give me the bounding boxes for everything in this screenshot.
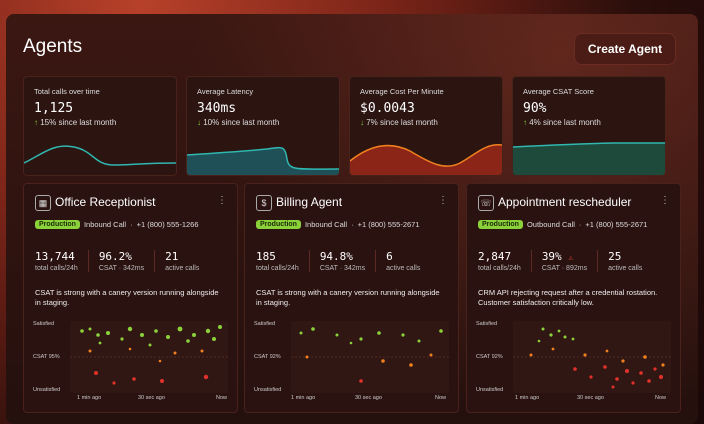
call-type: Inbound Call: [83, 220, 127, 229]
agent-meta: Production Outbound Call · +1 (800) 555-…: [478, 220, 647, 229]
agents-panel: Agents Create Agent Total calls over tim…: [6, 14, 698, 424]
y-label-top: Satisfied: [254, 321, 276, 327]
stat-label: Average Latency: [197, 87, 254, 96]
agent-name: Billing Agent: [276, 195, 343, 209]
create-agent-button[interactable]: Create Agent: [574, 33, 676, 65]
y-label-mid: CSAT 92%: [476, 354, 503, 360]
x-label-end: Now: [216, 395, 228, 401]
stat-label: Average Cost Per Minute: [360, 87, 444, 96]
stat-delta: ↓ 7% since last month: [360, 118, 438, 127]
y-label-top: Satisfied: [476, 321, 498, 327]
agent-meta: Production Inbound Call · +1 (800) 555-1…: [35, 220, 199, 229]
stat-label: Average CSAT Score: [523, 87, 594, 96]
call-type: Outbound Call: [526, 220, 575, 229]
csat-metric: 39% ⚠ CSAT · 892ms: [542, 250, 599, 272]
csat-scatter-plot: [291, 321, 449, 393]
stat-card-total-calls[interactable]: Total calls over time 1,125 ↑ 15% since …: [23, 76, 177, 176]
stat-label: Total calls over time: [34, 87, 100, 96]
agent-name: Office Receptionist: [55, 195, 156, 209]
stat-value: $0.0043: [360, 101, 415, 116]
arrow-up-icon: ↑: [34, 118, 38, 127]
y-label-bottom: Unsatisfied: [254, 387, 282, 393]
stat-delta: ↓ 10% since last month: [197, 118, 280, 127]
active-calls-metric: 25 active calls: [608, 250, 643, 272]
dollar-icon: $: [256, 195, 272, 211]
agent-metrics: 13,744 total calls/24h 96.2% CSAT · 342ms …: [35, 250, 219, 272]
phone-number: +1 (800) 555-1266: [136, 220, 199, 229]
more-options-icon[interactable]: ⋮: [660, 195, 670, 206]
warning-icon: ⚠: [568, 253, 574, 262]
agent-metrics: 2,847 total calls/24h 39% ⚠ CSAT · 892ms 2…: [478, 250, 662, 272]
stat-value: 90%: [523, 101, 547, 116]
x-label-start: 1 min ago: [77, 395, 102, 401]
agent-description: CSAT is strong with a canery version run…: [256, 288, 440, 307]
agent-meta: Production Inbound Call · +1 (800) 555-2…: [256, 220, 420, 229]
agent-description: CSAT is strong with a canery version run…: [35, 288, 219, 307]
agent-metrics: 185 total calls/24h 94.8% CSAT · 342ms 6 ac…: [256, 250, 440, 272]
total-calls-metric: 13,744 total calls/24h: [35, 250, 89, 272]
sparkline-chart: [187, 146, 339, 175]
y-label-mid: CSAT 92%: [254, 354, 281, 360]
phone-number: +1 (800) 555-2671: [585, 220, 648, 229]
stat-card-csat[interactable]: Average CSAT Score 90% ↑ 4% since last m…: [512, 76, 666, 176]
y-label-mid: CSAT 95%: [33, 354, 60, 360]
stat-value: 1,125: [34, 101, 74, 116]
stat-delta: ↑ 4% since last month: [523, 118, 601, 127]
building-icon: ▦: [35, 195, 51, 211]
total-calls-metric: 185 total calls/24h: [256, 250, 310, 272]
y-label-bottom: Unsatisfied: [476, 387, 504, 393]
active-calls-metric: 6 active calls: [386, 250, 421, 272]
csat-metric: 94.8% CSAT · 342ms: [320, 250, 377, 272]
x-label-mid: 30 sec ago: [355, 395, 382, 401]
agent-card-billing-agent[interactable]: $ Billing Agent ⋮ Production Inbound Cal…: [244, 183, 459, 413]
active-calls-metric: 21 active calls: [165, 250, 200, 272]
csat-scatter-plot: [513, 321, 671, 393]
phone-icon: ☏: [478, 195, 494, 211]
status-badge: Production: [256, 220, 301, 229]
phone-number: +1 (800) 555-2671: [357, 220, 420, 229]
csat-scatter-plot: [70, 321, 228, 393]
agent-card-office-receptionist[interactable]: ▦ Office Receptionist ⋮ Production Inbou…: [23, 183, 238, 413]
arrow-down-icon: ↓: [197, 118, 201, 127]
sparkline-chart: [24, 145, 176, 166]
status-badge: Production: [478, 220, 523, 229]
x-label-start: 1 min ago: [291, 395, 316, 401]
x-label-end: Now: [655, 395, 667, 401]
y-label-bottom: Unsatisfied: [33, 387, 61, 393]
arrow-up-icon: ↑: [523, 118, 527, 127]
arrow-down-icon: ↓: [360, 118, 364, 127]
agent-name: Appointment rescheduler: [498, 195, 632, 209]
sparkline-chart: [350, 144, 502, 175]
more-options-icon[interactable]: ⋮: [438, 195, 448, 206]
agent-card-appointment-rescheduler[interactable]: ☏ Appointment rescheduler ⋮ Production O…: [466, 183, 681, 413]
agent-description: CRM API rejecting request after a creden…: [478, 288, 658, 307]
stat-card-cost[interactable]: Average Cost Per Minute $0.0043 ↓ 7% sin…: [349, 76, 503, 176]
stat-card-latency[interactable]: Average Latency 340ms ↓ 10% since last m…: [186, 76, 340, 176]
sparkline-chart: [513, 142, 665, 175]
more-options-icon[interactable]: ⋮: [217, 195, 227, 206]
y-label-top: Satisfied: [33, 321, 55, 327]
status-badge: Production: [35, 220, 80, 229]
x-label-mid: 30 sec ago: [138, 395, 165, 401]
csat-metric: 96.2% CSAT · 342ms: [99, 250, 156, 272]
total-calls-metric: 2,847 total calls/24h: [478, 250, 532, 272]
call-type: Inbound Call: [304, 220, 348, 229]
x-label-mid: 30 sec ago: [577, 395, 604, 401]
x-label-start: 1 min ago: [515, 395, 540, 401]
x-label-end: Now: [435, 395, 447, 401]
stat-value: 340ms: [197, 101, 237, 116]
stat-delta: ↑ 15% since last month: [34, 118, 117, 127]
page-title: Agents: [23, 36, 83, 57]
